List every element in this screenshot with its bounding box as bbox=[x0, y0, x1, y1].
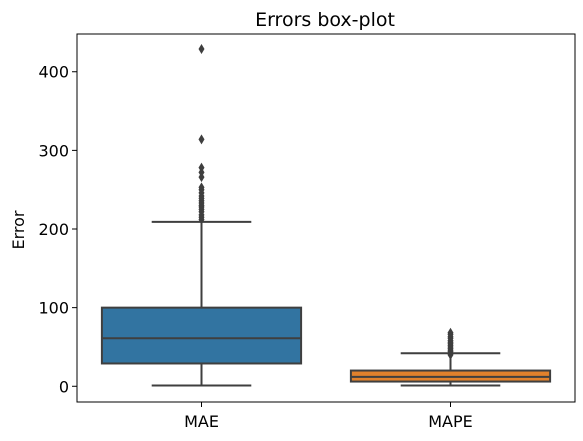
y-tick-label-300: 300 bbox=[38, 141, 69, 160]
chart-title: Errors box-plot bbox=[255, 9, 395, 31]
outlier-point-mae bbox=[198, 43, 205, 54]
outlier-point-mae bbox=[198, 182, 205, 193]
x-tick-label-mae: MAE bbox=[184, 412, 219, 431]
y-tick-label-200: 200 bbox=[38, 220, 69, 239]
box-mae bbox=[100, 306, 303, 365]
plot-frame bbox=[76, 33, 576, 403]
y-tick-label-400: 400 bbox=[38, 63, 69, 82]
y-tick-label-0: 0 bbox=[59, 377, 69, 396]
x-tick-label-mape: MAPE bbox=[428, 412, 473, 431]
outlier-point-mae bbox=[198, 162, 205, 173]
y-tick-label-100: 100 bbox=[38, 299, 69, 318]
outlier-point-mape bbox=[447, 327, 454, 338]
outlier-point-mae bbox=[198, 134, 205, 145]
y-axis-label: Error bbox=[9, 210, 28, 249]
